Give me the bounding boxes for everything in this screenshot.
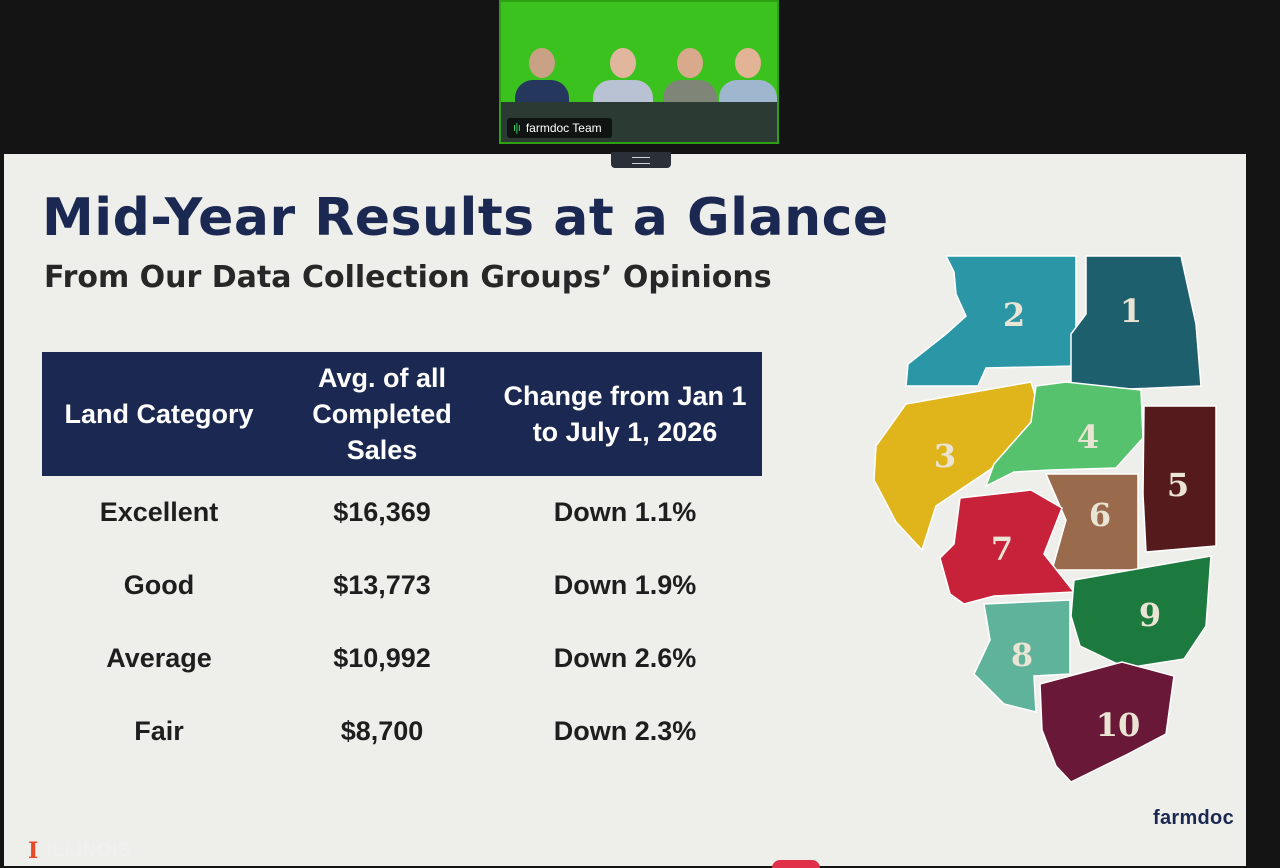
- table-cell: Down 1.9%: [553, 570, 697, 600]
- map-region-label: 9: [1139, 596, 1161, 634]
- map-region-2: [905, 255, 1077, 387]
- map-region-9: [1070, 555, 1212, 669]
- participant-video-tile[interactable]: ı|ı farmdoc Team: [499, 0, 779, 144]
- table-cell: Fair: [134, 716, 184, 746]
- illinois-logo: I ILLINOIS: [28, 838, 131, 864]
- table-cell: Excellent: [99, 497, 219, 527]
- results-table: Land Category Avg. of all Completed Sale…: [42, 352, 762, 768]
- map-region-label: 10: [1096, 706, 1141, 744]
- map-region-label: 8: [1011, 636, 1033, 674]
- drag-handle[interactable]: [611, 152, 671, 168]
- table-row: Fair $8,700 Down 2.3%: [42, 695, 762, 768]
- table-cell: $8,700: [340, 716, 424, 746]
- table-cell: Good: [123, 570, 195, 600]
- table-row: Average $10,992 Down 2.6%: [42, 622, 762, 695]
- table-cell: $10,992: [333, 643, 431, 673]
- map-region-6: [1044, 473, 1139, 571]
- map-region-label: 3: [934, 437, 956, 475]
- participant-name-label: ı|ı farmdoc Team: [507, 118, 612, 138]
- map-region-label: 1: [1120, 292, 1142, 330]
- table-cell: Average: [106, 643, 212, 673]
- shared-slide: Mid-Year Results at a Glance From Our Da…: [4, 154, 1246, 866]
- participant-name: farmdoc Team: [525, 121, 602, 135]
- map-region-label: 7: [991, 530, 1013, 568]
- table-cell: Down 1.1%: [553, 497, 697, 527]
- leave-meeting-button[interactable]: [772, 860, 820, 868]
- table-cell: $13,773: [333, 570, 431, 600]
- table-header: Change from Jan 1 to July 1, 2026: [488, 352, 762, 476]
- map-region-7: [939, 489, 1076, 605]
- map-region-4: [984, 381, 1144, 488]
- audio-level-icon: ı|ı: [513, 121, 521, 134]
- university-name: ILLINOIS: [46, 840, 132, 861]
- participant-3: [663, 48, 717, 116]
- map-region-10: [1039, 661, 1175, 783]
- slide-subtitle: From Our Data Collection Groups’ Opinion…: [44, 260, 772, 295]
- illinois-region-map: 2 1 3 4 5 6 7 9 8 10: [873, 255, 1217, 783]
- table-cell: $16,369: [333, 497, 431, 527]
- table-header: Land Category: [42, 352, 276, 476]
- map-region-5: [1142, 405, 1217, 553]
- map-region-8: [973, 599, 1071, 713]
- map-region-label: 4: [1077, 418, 1099, 456]
- map-region-label: 2: [1003, 296, 1025, 334]
- slide-title: Mid-Year Results at a Glance: [42, 188, 889, 248]
- drag-handle-icon: [632, 156, 650, 164]
- table-row: Excellent $16,369 Down 1.1%: [42, 476, 762, 549]
- block-i-icon: I: [28, 838, 39, 864]
- table-row: Good $13,773 Down 1.9%: [42, 549, 762, 622]
- table-header: Avg. of all Completed Sales: [276, 352, 488, 476]
- table-cell: Down 2.6%: [553, 643, 697, 673]
- farmdoc-logo: farmdoc: [1152, 807, 1234, 829]
- table-cell: Down 2.3%: [553, 716, 697, 746]
- map-region-label: 5: [1167, 466, 1189, 504]
- table-header-row: Land Category Avg. of all Completed Sale…: [42, 352, 762, 476]
- map-region-label: 6: [1089, 496, 1111, 534]
